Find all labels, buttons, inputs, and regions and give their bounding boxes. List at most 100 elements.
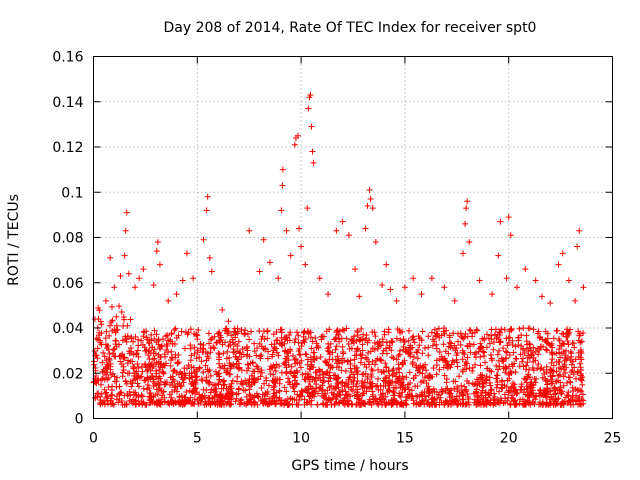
data-point [171,384,178,391]
data-point [527,374,534,381]
data-point [390,355,397,362]
data-point [421,345,428,352]
data-point [107,366,114,373]
data-point [356,337,363,344]
data-point [483,344,490,351]
data-point [421,374,428,381]
data-point [495,366,502,373]
data-point [415,333,422,340]
y-tick-label: 0.16 [52,50,83,66]
data-point [485,335,492,342]
data-point [217,337,224,344]
data-point [251,348,258,355]
data-point [391,389,398,396]
data-point [359,336,366,343]
data-point [398,400,405,407]
data-point [487,397,494,404]
data-point [266,395,273,402]
data-point [419,328,426,335]
data-point [256,327,263,334]
data-point [546,341,553,348]
data-point [428,275,435,282]
data-point [383,364,390,371]
data-point [423,396,430,403]
data-point [364,202,371,209]
data-point [378,357,385,364]
data-point [303,399,310,406]
data-point [497,395,504,402]
data-point [565,398,572,405]
data-point [326,326,333,333]
data-point [172,325,179,332]
data-point [379,350,386,357]
data-point [200,341,207,348]
data-point [460,250,467,257]
data-point [334,327,341,334]
data-point [474,327,481,334]
data-point [151,346,158,353]
data-point [386,372,393,379]
data-point [191,369,198,376]
data-point [475,398,482,405]
data-point [568,350,575,357]
data-point [333,227,340,234]
data-point [391,392,398,399]
data-point [148,393,155,400]
y-tick-label: 0 [75,412,84,428]
data-point [102,341,109,348]
data-point [482,377,489,384]
data-point [522,399,529,406]
data-point [129,400,136,407]
data-point [375,366,382,373]
data-point [351,356,358,363]
data-point [292,336,299,343]
data-point [396,390,403,397]
data-point [505,214,512,221]
data-point [512,388,519,395]
data-point [389,401,396,408]
data-point [139,368,146,375]
data-point [206,379,213,386]
data-point [542,328,549,335]
data-point [471,399,478,406]
data-point [218,395,225,402]
data-point [440,364,447,371]
data-point [515,337,522,344]
data-point [512,343,519,350]
data-point [546,396,553,403]
data-point [547,300,554,307]
data-point [97,381,104,388]
data-point [198,358,205,365]
data-point [116,383,123,390]
data-point [511,397,518,404]
data-point [107,397,114,404]
data-point [500,358,507,365]
data-point [451,297,458,304]
data-point [578,338,585,345]
data-point [490,346,497,353]
data-point [316,371,323,378]
data-point [430,336,437,343]
data-point [413,348,420,355]
data-point [345,340,352,347]
data-point [548,349,555,356]
data-point [312,335,319,342]
data-point [228,395,235,402]
data-point [175,332,182,339]
data-point [397,400,404,407]
data-point [549,380,556,387]
data-point [258,367,265,374]
data-point [513,355,520,362]
data-point [289,352,296,359]
data-point [179,277,186,284]
data-point [302,386,309,393]
data-point [325,396,332,403]
data-point [140,399,147,406]
data-point [433,345,440,352]
data-point [266,259,273,266]
data-point [339,218,346,225]
data-point [215,380,222,387]
data-point [325,362,332,369]
data-point [297,351,304,358]
data-point [329,364,336,371]
